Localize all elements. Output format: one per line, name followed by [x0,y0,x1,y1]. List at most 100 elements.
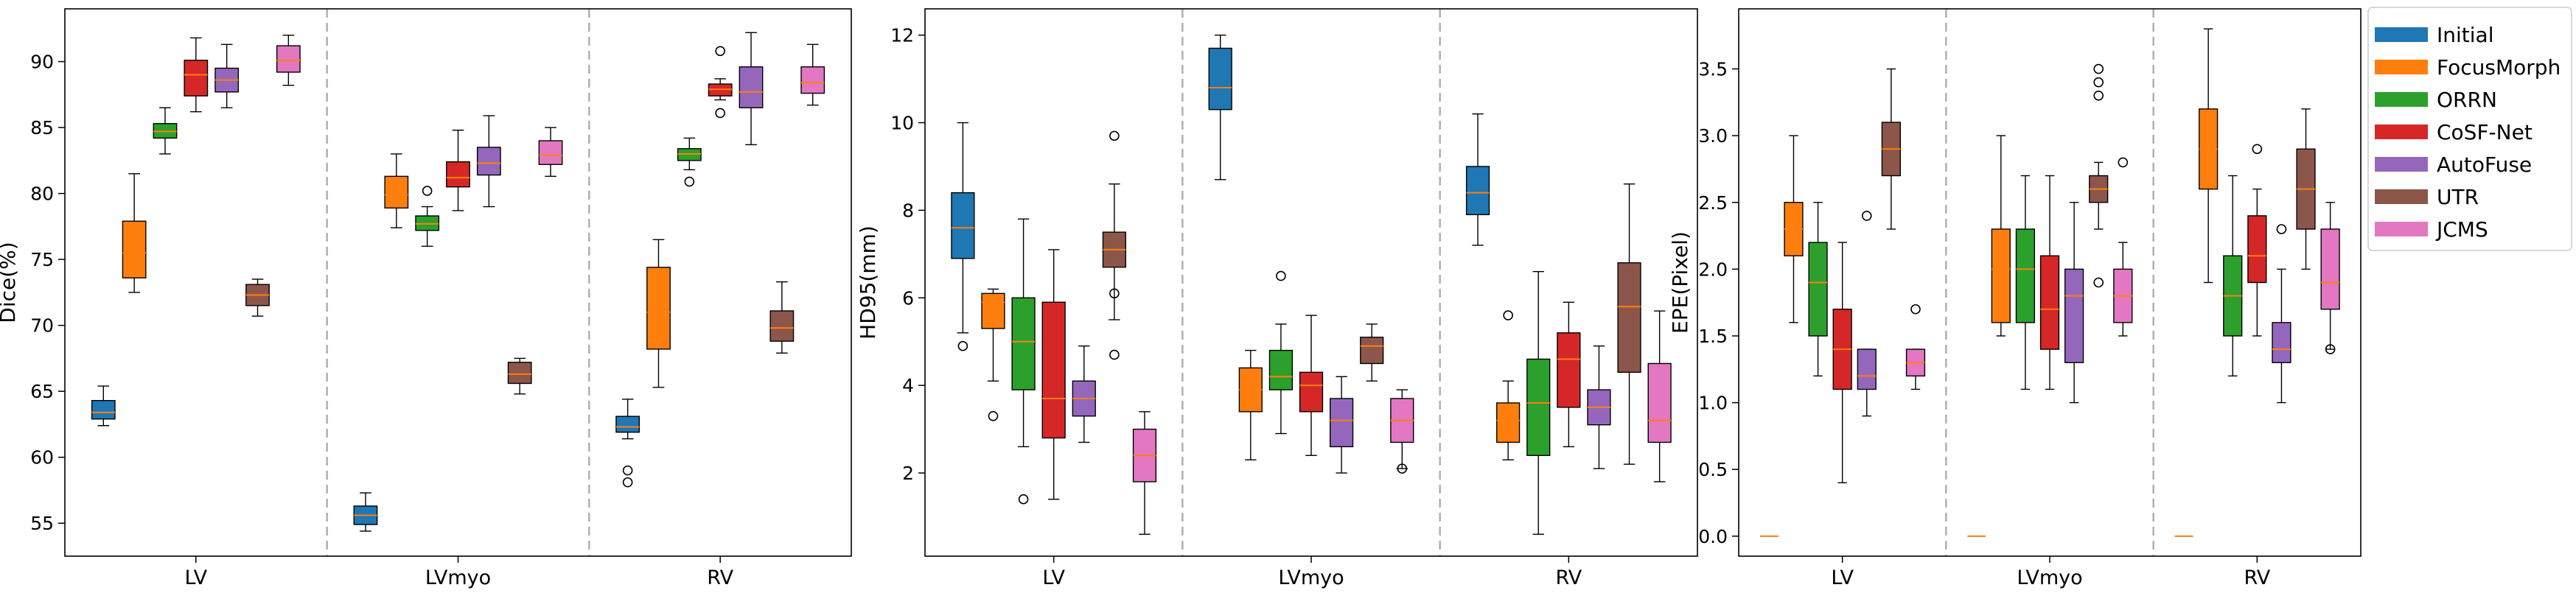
box-utr [2089,63,2109,288]
box-body [1011,297,1036,390]
box-cosf-net [2039,175,2060,390]
box-cosf-net [1832,242,1852,484]
box-body [1329,398,1354,448]
legend-item: Initial [2375,23,2493,47]
outlier-point [1018,494,1029,505]
box-cosf-net [2247,144,2267,337]
box-autofuse [1329,376,1354,474]
box-autofuse [1857,211,1877,417]
legend-swatch [2375,27,2428,42]
box-body [122,220,147,278]
box-jcms [2113,157,2133,337]
legend-label: AutoFuse [2437,152,2532,177]
box-body [615,415,640,433]
y-tick-label: 1.0 [1698,393,1728,414]
legend-label: FocusMorph [2437,55,2561,80]
x-tick-label: RV [2244,566,2270,589]
y-tick-label: 3.5 [1698,59,1728,80]
x-tick-label: LV [1831,566,1854,589]
y-tick-label: 12 [890,25,914,46]
box-cosf-net [708,46,733,119]
box-body [1557,332,1581,408]
legend-swatch [2375,157,2428,172]
y-tick-label: 90 [30,52,54,73]
legend-label: UTR [2437,185,2479,209]
box-body [446,161,470,188]
box-body [384,175,409,209]
legend-item: ORRN [2375,88,2497,112]
y-tick-label: 85 [30,117,54,138]
box-initial [951,122,975,351]
box-cosf-net [446,130,470,211]
box-body [1808,242,1828,337]
box-initial [1465,113,1490,246]
legend-label: Initial [2437,23,2493,47]
outlier-point [2252,144,2263,155]
outlier-point [715,108,725,119]
legend-item: JCMS [2375,217,2488,242]
x-tick-label: RV [707,566,733,589]
box-utr [245,278,270,317]
box-body [769,310,795,342]
box-body [1647,362,1672,443]
y-tick-label: 60 [30,447,54,469]
box-cosf-net [1557,301,1581,448]
box-body [476,147,501,176]
box-jcms [538,127,563,178]
plot-frame [1738,8,2362,557]
box-focusmorph [1991,135,2011,337]
outlier-point [1109,349,1120,360]
box-focusmorph [981,288,1005,421]
box-orrn [677,137,702,187]
box-body [276,45,301,73]
outlier-point [1861,211,1872,221]
y-axis-label: HD95(mm) [856,225,880,340]
box-focusmorph [384,153,409,228]
box-focusmorph [1496,310,1521,460]
box-body [2015,228,2036,323]
box-utr [507,357,532,395]
y-tick-label: 6 [902,287,914,309]
box-body [1208,47,1232,110]
box-jcms [1647,310,1672,483]
box-jcms [276,35,301,86]
legend-label: CoSF-Net [2437,120,2533,144]
box-orrn [1526,270,1551,535]
outlier-point [2093,90,2104,101]
chart-panel-3: 0.0 0.5 1.0 1.5 2.0 2.5 3.0 3.5 LV LVmyo RV EPE(Pix… [1668,8,2362,589]
box-body [1268,349,1294,390]
x-tick-label: LV [185,566,208,589]
box-body [1991,228,2011,323]
x-tick-label: RV [1555,566,1582,589]
box-body [1299,371,1324,413]
outlier-point [2093,63,2104,74]
box-utr [1360,323,1384,382]
legend-label: JCMS [2435,217,2488,242]
box-body [1041,301,1066,439]
y-tick-label: 8 [902,200,914,221]
x-tick-label: LVmyo [1278,566,1344,589]
legend-item: CoSF-Net [2375,120,2533,144]
box-autofuse [476,115,501,208]
box-body [800,66,825,94]
outlier-point [957,340,968,351]
outlier-point [622,465,633,476]
outlier-point [2093,77,2104,88]
chart-panel-1: 55 60 65 70 75 80 85 90 LV LVmyo RV Dice(%) [0,8,852,589]
box-orrn [2223,175,2243,377]
box-autofuse [2064,202,2084,404]
box-orrn [1268,270,1294,435]
box-cosf-net [1299,315,1324,456]
legend: Initial FocusMorph ORRN CoSF-Net AutoFuse UTR… [2367,7,2572,251]
box-jcms [2320,202,2340,354]
outlier-point [1910,303,1921,315]
box-body [2320,228,2340,310]
y-tick-label: 75 [30,249,54,270]
box-focusmorph [1238,349,1263,460]
box-body [2064,268,2084,363]
box-jcms [1905,303,1926,390]
box-body [538,140,563,165]
outlier-point [1276,270,1286,281]
outlier-point [2276,224,2287,234]
